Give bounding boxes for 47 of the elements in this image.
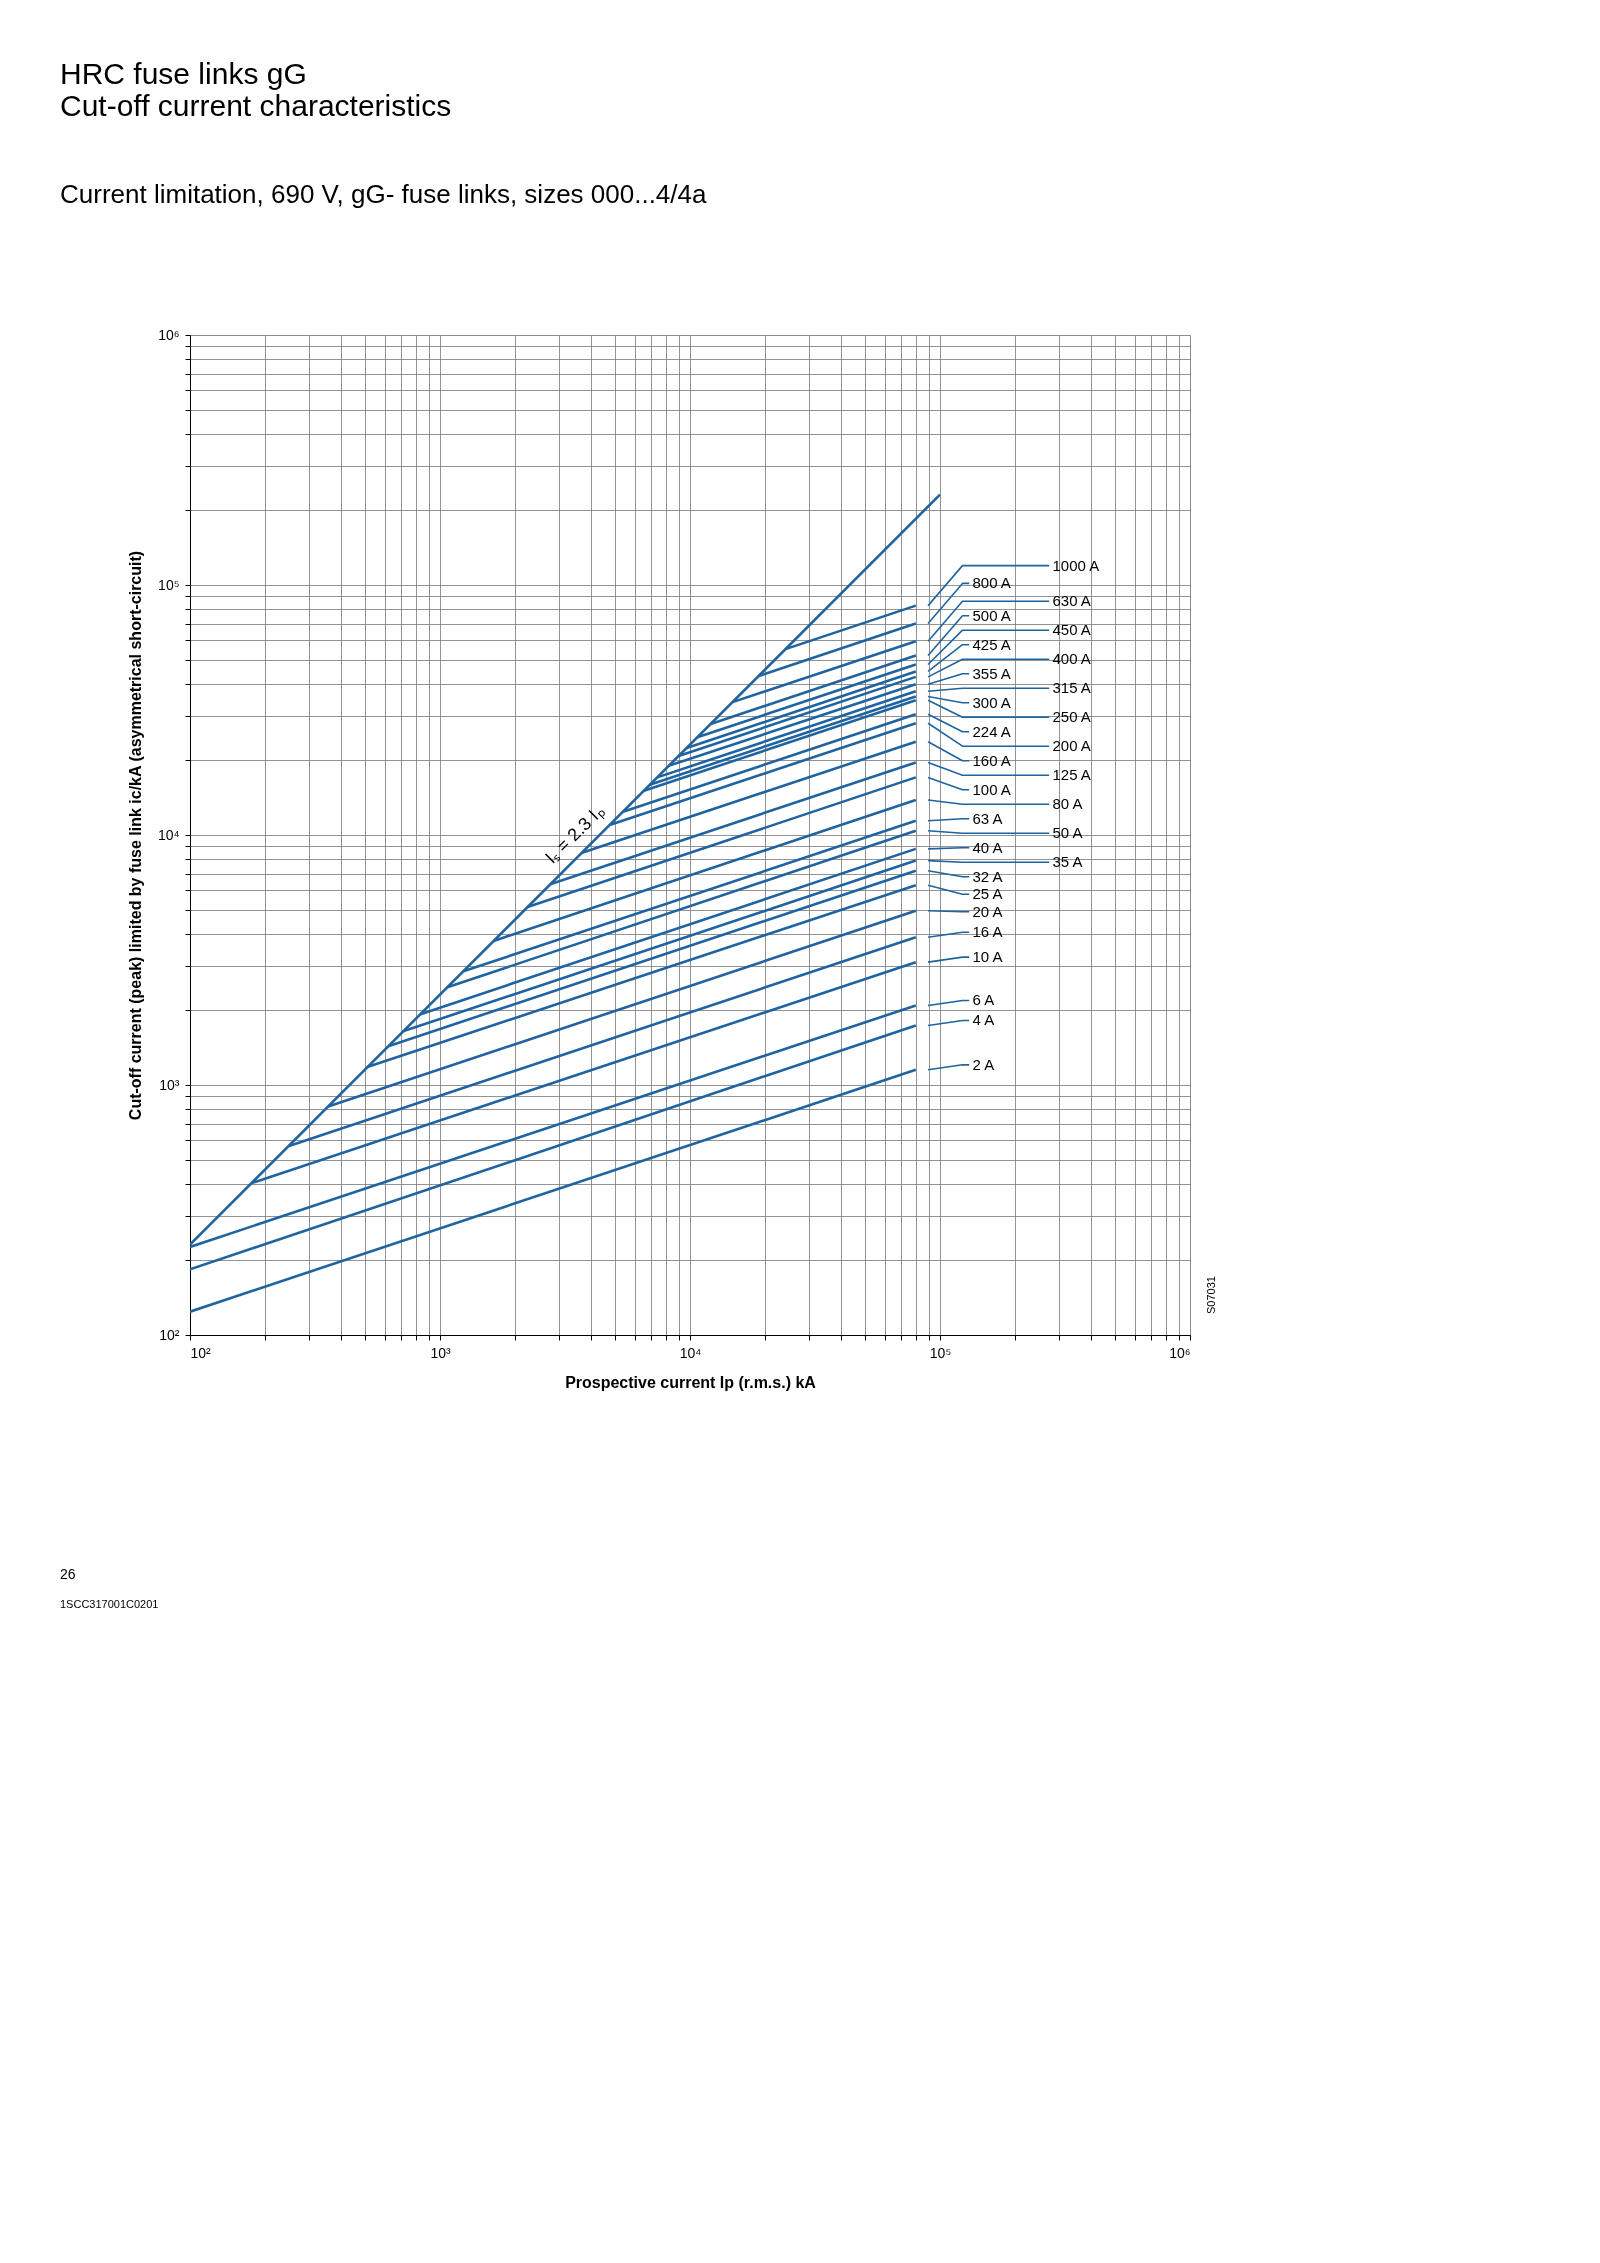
x-tick-label: 10² xyxy=(190,1344,212,1361)
y-tick-label: 10² xyxy=(159,1326,180,1343)
y-axis-title: Cut-off current (peak) limited by fuse link ic/kA (asymmetrical short-circuit) xyxy=(126,550,144,1121)
x-axis-title: Prospective current Ip (r.m.s.) kA xyxy=(565,1373,817,1391)
text: 425 A xyxy=(972,635,1011,653)
legend-label: 25 A xyxy=(972,885,1003,903)
legend-label: 4 A xyxy=(972,1011,995,1029)
legend-label: 300 A xyxy=(972,693,1011,711)
legend-label: 224 A xyxy=(972,722,1011,740)
text: 50 A xyxy=(1052,824,1083,842)
y-tick-label: 10⁴ xyxy=(157,826,180,843)
text: 200 A xyxy=(1052,737,1091,755)
y-tick-label: 10⁶ xyxy=(158,326,180,343)
chart-subtitle: Current limitation, 690 V, gG- fuse links, sizes 000...4/4a xyxy=(60,179,708,209)
text: 1SCC317001C0201 xyxy=(60,1598,159,1610)
annotation: Iₛ = 2.3 Iₚ xyxy=(541,801,609,869)
y-tick-label: 10³ xyxy=(159,1076,180,1093)
text: 400 A xyxy=(1052,650,1091,668)
legend-label: 10 A xyxy=(972,948,1003,966)
text: 35 A xyxy=(1052,853,1083,871)
legend-label: 160 A xyxy=(972,751,1011,769)
legend-label: 16 A xyxy=(972,923,1003,941)
text: 315 A xyxy=(1052,679,1091,697)
text: 500 A xyxy=(972,606,1011,624)
x-tick-label: 10⁶ xyxy=(1169,1344,1191,1361)
y-tick-label: 10⁵ xyxy=(158,576,180,593)
legend-label: 2 A xyxy=(972,1055,995,1073)
legend-label: 355 A xyxy=(972,664,1011,682)
legend-label: 6 A xyxy=(972,991,995,1009)
legend-label: 100 A xyxy=(972,780,1011,798)
text: 80 A xyxy=(1052,795,1083,813)
legend-label: 63 A xyxy=(972,809,1003,827)
legend-label: 40 A xyxy=(972,838,1003,856)
x-tick-label: 10³ xyxy=(430,1344,451,1361)
text: 800 A xyxy=(972,574,1011,592)
text: 125 A xyxy=(1052,766,1091,784)
text: 450 A xyxy=(1052,621,1091,639)
text: 630 A xyxy=(1052,592,1091,610)
text: 250 A xyxy=(1052,708,1091,726)
x-tick-label: 10⁵ xyxy=(929,1344,952,1361)
x-tick-label: 10⁴ xyxy=(679,1344,702,1361)
text: 26 xyxy=(60,1566,76,1582)
legend-label: 20 A xyxy=(972,902,1003,920)
text: S07031 xyxy=(1205,1276,1217,1314)
text: 1000 A xyxy=(1052,556,1100,574)
legend-label: 32 A xyxy=(972,867,1003,885)
chart-title: HRC fuse links gG Cut-off current characteristics xyxy=(60,57,452,122)
